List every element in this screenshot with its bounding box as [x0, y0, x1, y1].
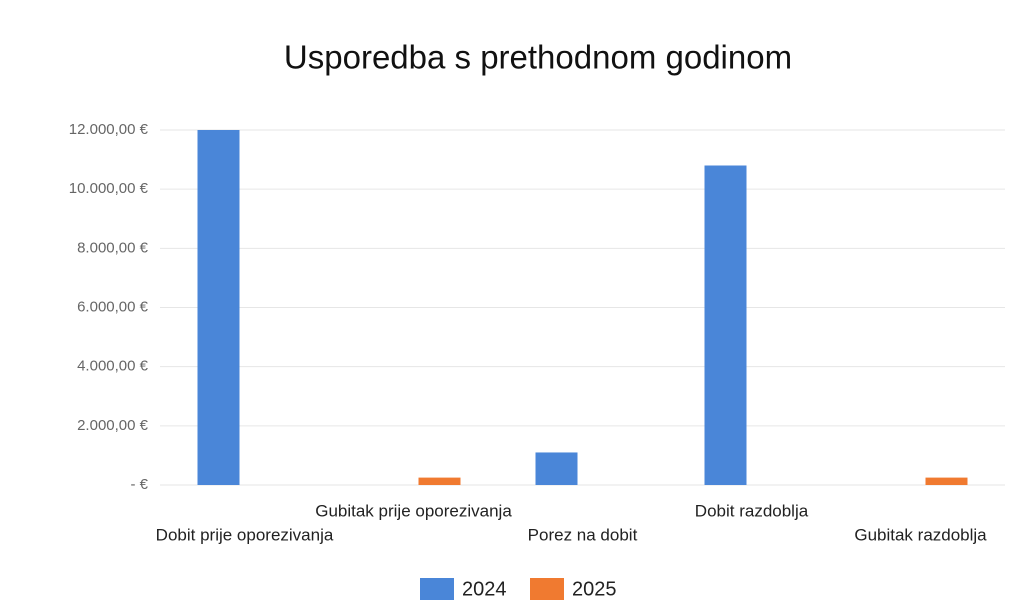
legend-label: 2024 [462, 578, 507, 600]
x-tick-label: Gubitak razdoblja [854, 525, 987, 544]
legend-swatch [530, 578, 564, 600]
y-tick-label: 2.000,00 € [77, 417, 149, 434]
y-tick-label: - € [130, 476, 148, 493]
x-tick-label: Gubitak prije oporezivanja [315, 501, 512, 520]
y-tick-label: 8.000,00 € [77, 239, 149, 256]
x-tick-label: Dobit prije oporezivanja [156, 525, 334, 544]
x-tick-label: Dobit razdoblja [695, 501, 809, 520]
bar [535, 452, 578, 485]
bar [197, 130, 240, 485]
bar [418, 477, 461, 485]
legend-label: 2025 [572, 578, 617, 600]
bar [704, 165, 747, 485]
legend-swatch [420, 578, 454, 600]
chart-title: Usporedba s prethodnom godinom [284, 39, 792, 76]
y-tick-label: 6.000,00 € [77, 298, 149, 315]
y-tick-label: 12.000,00 € [69, 121, 149, 138]
y-tick-label: 4.000,00 € [77, 358, 149, 375]
bar [925, 477, 968, 485]
x-tick-label: Porez na dobit [528, 525, 638, 544]
y-tick-label: 10.000,00 € [69, 180, 149, 197]
